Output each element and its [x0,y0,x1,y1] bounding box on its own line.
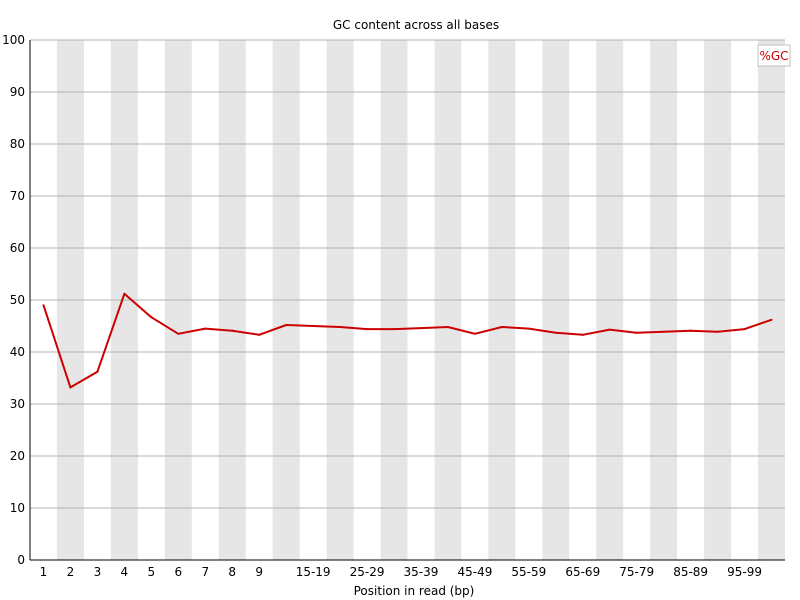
data-point [339,326,342,329]
data-point [527,327,530,330]
x-tick-label: 3 [94,565,102,579]
data-point [635,331,638,334]
y-tick-label: 80 [10,137,25,151]
data-point [743,328,746,331]
y-tick-label: 60 [10,241,25,255]
series-layer [42,292,773,389]
data-point [554,331,557,334]
y-tick-label: 90 [10,85,25,99]
data-point [366,328,369,331]
data-point [42,304,45,307]
gridlines [30,39,785,509]
x-tick-label: 35-39 [404,565,439,579]
data-point [689,329,692,332]
legend-box [757,44,791,67]
y-tick-labels: 0 10 20 30 40 50 60 70 80 90 100 [2,33,25,567]
x-tick-label: 25-29 [350,565,385,579]
x-tick-label: 75-79 [619,565,654,579]
x-tick-label: 4 [121,565,129,579]
chart-title: GC content across all bases [333,18,499,32]
data-point [96,370,99,373]
data-point [258,333,261,336]
x-tick-label: 45-49 [457,565,492,579]
x-tick-label: 7 [201,565,209,579]
x-tick-label: 85-89 [673,565,708,579]
x-tick-label: 9 [255,565,263,579]
x-tick-label: 15-19 [296,565,331,579]
x-tick-label: 2 [67,565,75,579]
x-tick-label: 95-99 [727,565,762,579]
legend-label-gc: %GC [759,49,788,63]
data-point [177,332,180,335]
y-tick-label: 40 [10,345,25,359]
x-tick-label: 8 [228,565,236,579]
legend: %GC [757,44,791,67]
x-axis-label: Position in read (bp) [354,584,475,598]
data-point [581,333,584,336]
data-point [69,386,72,389]
data-point [500,326,503,329]
data-point [662,330,665,333]
data-point [393,328,396,331]
y-tick-label: 50 [10,293,25,307]
x-tick-label: 5 [148,565,156,579]
series-line-gc [42,292,772,389]
data-point [312,325,315,327]
y-tick-label: 20 [10,449,25,463]
x-tick-label: 1 [40,565,48,579]
y-tick-label: 30 [10,397,25,411]
data-point [446,326,449,329]
data-point [123,292,126,295]
data-point [285,323,288,326]
x-tick-label: 6 [174,565,182,579]
data-point [231,329,234,332]
y-tick-label: 10 [10,501,25,515]
y-tick-label: 70 [10,189,25,203]
data-point [716,330,719,333]
y-tick-label: 100 [2,33,25,47]
y-tick-label: 0 [17,553,25,567]
x-tick-label: 65-69 [565,565,600,579]
data-point [150,316,153,319]
data-point [608,328,611,331]
data-point [419,327,422,330]
axes [29,40,785,561]
data-point [770,318,773,321]
x-tick-label: 55-59 [511,565,546,579]
x-tick-labels: 1 2 3 4 5 6 7 8 9 15-19 25-29 35-39 45-49 55-59 65-69 7… [40,565,762,579]
data-point [204,327,207,330]
data-point [473,332,476,335]
